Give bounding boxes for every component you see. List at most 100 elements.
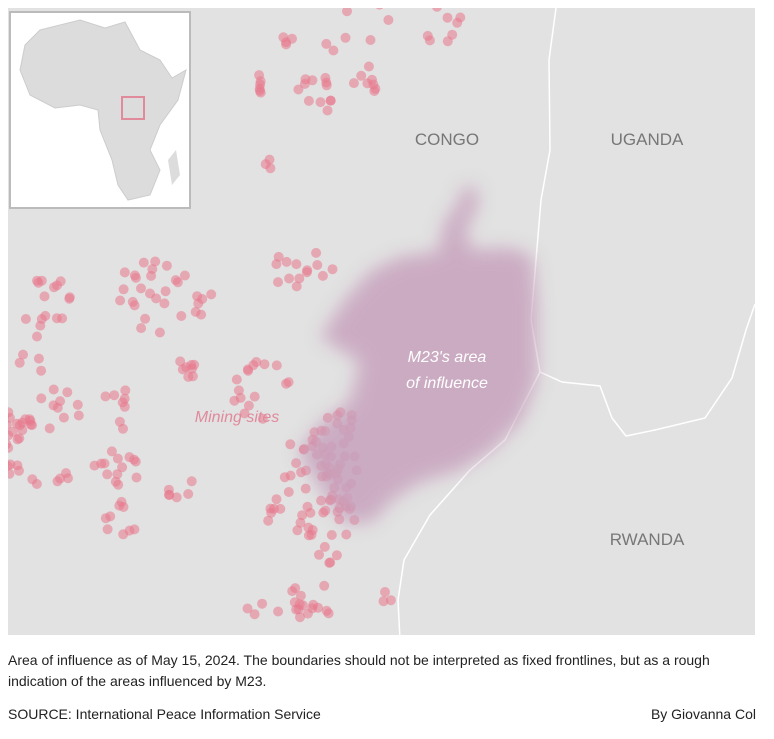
mining-site <box>150 256 161 267</box>
mining-site <box>63 473 73 484</box>
mining-site <box>8 426 18 437</box>
mining-site <box>326 0 336 1</box>
mining-site <box>14 357 25 368</box>
mining-site <box>319 541 330 552</box>
mining-site <box>284 273 295 284</box>
mining-site <box>193 298 204 309</box>
mining-site <box>322 105 333 116</box>
mining-site <box>271 259 282 270</box>
mining-site <box>315 97 326 108</box>
mining-site <box>40 310 51 321</box>
mining-site <box>8 414 9 421</box>
mining-site <box>291 259 302 270</box>
mining-site <box>242 603 253 614</box>
mining-site <box>39 291 50 302</box>
mining-site <box>20 314 31 324</box>
mining-site <box>110 476 121 487</box>
mining-site <box>248 360 259 371</box>
mining-site <box>58 412 69 423</box>
mining-site <box>295 517 306 528</box>
mining-site <box>378 596 389 607</box>
mining-site <box>140 313 151 324</box>
mining-site <box>130 456 141 467</box>
mining-site <box>383 15 394 25</box>
mining-site <box>136 323 147 334</box>
mining-site <box>432 8 442 12</box>
mining-site <box>117 397 128 408</box>
mining-site <box>255 76 266 87</box>
mining-site <box>36 365 47 376</box>
mining-site <box>297 510 308 521</box>
mining-site <box>231 374 242 385</box>
mining-site <box>32 331 42 342</box>
mining-site <box>314 549 324 560</box>
mining-site <box>147 264 158 275</box>
mining-site <box>154 327 165 338</box>
mining-site <box>12 460 23 471</box>
mining-site <box>273 277 283 288</box>
mining-site <box>190 306 201 317</box>
mining-site <box>118 502 129 512</box>
mining-site <box>105 511 116 522</box>
mining-site <box>8 442 14 453</box>
mining-site <box>375 8 384 10</box>
mining-site <box>281 39 292 50</box>
mining-site <box>380 587 390 597</box>
mining-site <box>239 408 250 419</box>
mining-site <box>321 38 332 49</box>
mining-site <box>14 433 25 444</box>
source: SOURCE: International Peace Information … <box>8 706 321 722</box>
mining-site <box>25 419 36 430</box>
mining-site <box>291 281 302 292</box>
mining-site <box>264 154 275 165</box>
mining-site <box>385 595 396 606</box>
mining-site <box>325 95 336 106</box>
mining-site <box>316 495 327 506</box>
mining-site <box>119 267 130 278</box>
mining-label: Mining sites <box>195 409 279 426</box>
mining-site <box>0 422 7 432</box>
mining-site <box>307 525 318 535</box>
mining-site <box>36 393 47 404</box>
mining-site <box>62 387 73 398</box>
mining-site <box>114 416 125 427</box>
mining-site <box>160 286 171 297</box>
mining-site <box>44 423 55 434</box>
mining-site <box>129 300 140 311</box>
mining-site <box>326 530 337 540</box>
mining-site <box>130 272 141 283</box>
mining-site <box>317 270 328 281</box>
mining-site <box>369 86 380 96</box>
mining-site <box>48 400 59 411</box>
mining-site <box>342 8 352 17</box>
mining-site <box>170 275 181 286</box>
mining-site <box>181 362 192 373</box>
mining-site <box>102 469 113 480</box>
mining-site <box>164 489 175 500</box>
mining-site <box>275 503 286 514</box>
mining-site <box>365 35 376 45</box>
mining-site <box>73 410 84 421</box>
mining-site <box>279 472 290 483</box>
mining-site <box>356 70 367 81</box>
byline: By Giovanna Col <box>650 706 756 722</box>
country-label: CONGO <box>415 130 479 149</box>
mining-site <box>161 260 172 271</box>
mining-site <box>283 377 294 388</box>
mining-site <box>18 349 28 360</box>
mining-site <box>64 292 75 303</box>
mining-site <box>183 371 194 382</box>
mining-site <box>52 476 63 487</box>
mining-site <box>295 590 306 601</box>
country-label: RWANDA <box>610 530 685 549</box>
mining-site <box>302 608 313 619</box>
mining-site <box>319 580 330 591</box>
inset-map <box>9 11 191 209</box>
mining-site <box>32 275 42 286</box>
mining-site <box>151 293 162 304</box>
mining-site <box>259 359 270 370</box>
mining-site <box>120 385 131 396</box>
mining-site <box>72 399 83 410</box>
mining-site <box>249 609 260 620</box>
